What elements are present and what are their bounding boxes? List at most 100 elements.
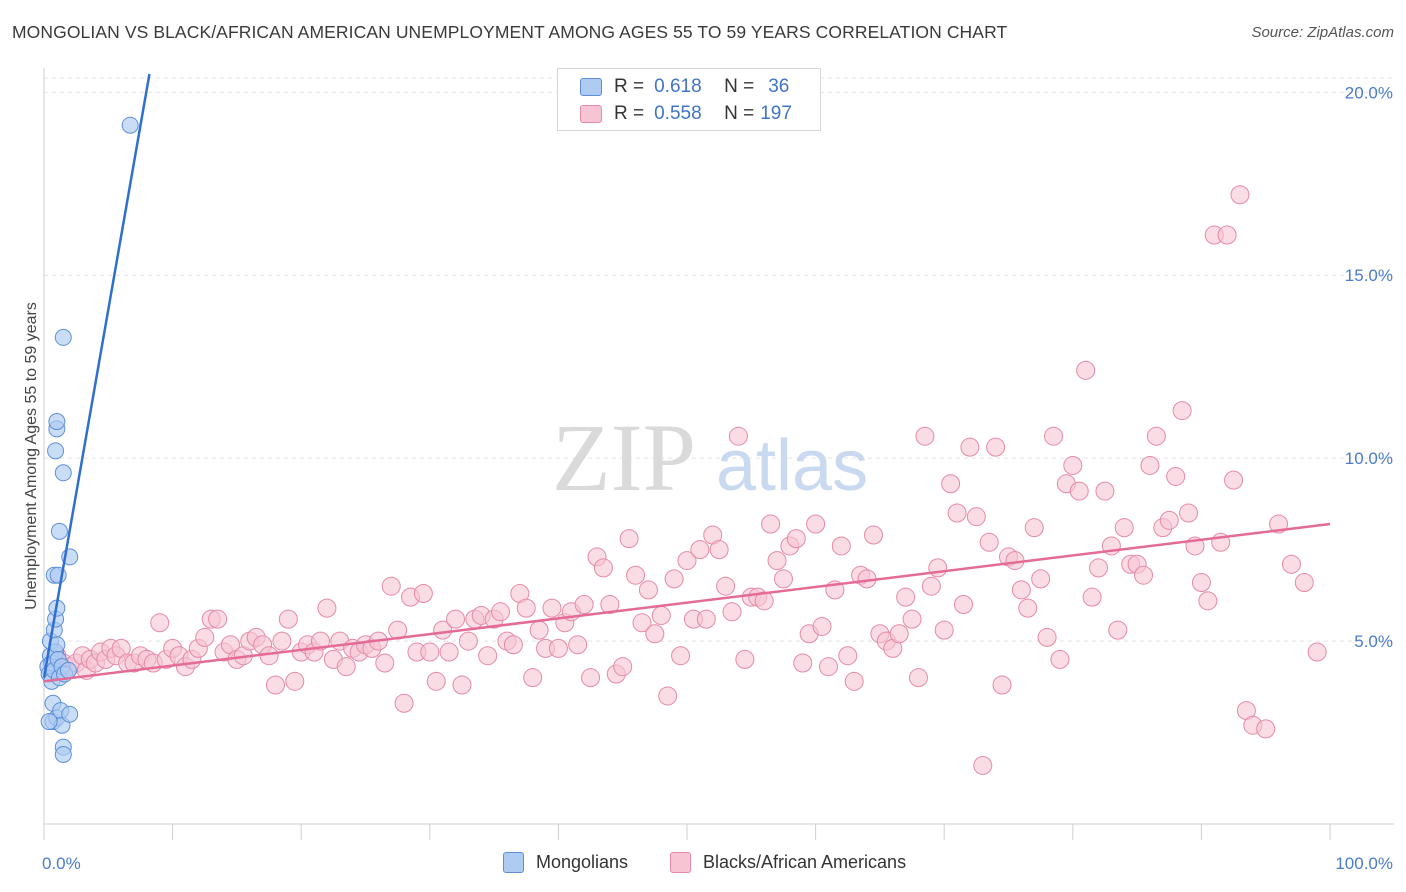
data-point-black [902, 609, 922, 629]
data-point-black [690, 540, 710, 560]
data-point-black [1089, 558, 1109, 578]
data-point-black [1294, 573, 1314, 593]
bottom-legend-mongolians: Mongolians [503, 852, 628, 873]
data-point-black [1146, 426, 1166, 446]
data-point-black [150, 613, 170, 633]
data-point-black [786, 529, 806, 549]
data-point-black [1179, 503, 1199, 523]
legend-r-value-mongolian: 0.618 [654, 76, 702, 97]
data-point-black [542, 598, 562, 618]
data-point-black [317, 598, 337, 618]
data-point-black [310, 631, 330, 651]
data-point-black [1044, 426, 1064, 446]
data-point-black [973, 755, 993, 775]
data-point-black [491, 602, 511, 622]
data-point-black [195, 627, 215, 647]
data-point-black [696, 609, 716, 629]
legend-swatch-mongolian [580, 78, 602, 96]
data-point-mongolian [54, 328, 72, 346]
data-point-black [503, 635, 523, 655]
data-point-black [651, 605, 671, 625]
data-point-black [806, 514, 826, 534]
data-point-black [947, 503, 967, 523]
data-point-black [458, 631, 478, 651]
data-point-black [934, 620, 954, 640]
data-point-black [581, 668, 601, 688]
data-point-black [1172, 401, 1192, 421]
data-point-black [761, 514, 781, 534]
data-point-black [1037, 627, 1057, 647]
data-point-black [285, 671, 305, 691]
legend-swatch-black [580, 105, 602, 123]
data-point-black [1134, 565, 1154, 585]
y-tick-labels: 5.0% 10.0% 15.0% 20.0% [1345, 83, 1393, 651]
data-point-mongolian [54, 464, 72, 482]
data-point-black [863, 525, 883, 545]
data-point-black [381, 576, 401, 596]
data-point-black [1069, 481, 1089, 501]
data-point-black [1063, 455, 1083, 475]
data-point-black [1050, 649, 1070, 669]
y-axis-label: Unemployment Among Ages 55 to 59 years [23, 302, 40, 610]
data-point-mongolian [121, 116, 139, 134]
bottom-legend-label-mongolians: Mongolians [536, 852, 629, 872]
legend-n-label: N = [724, 76, 755, 97]
legend-r-label: R = [614, 103, 645, 124]
data-point-black [812, 616, 832, 636]
series-mongolian-points [39, 116, 139, 763]
data-point-black [716, 576, 736, 596]
legend-row-mongolian: R = 0.618 N = 36 [580, 75, 789, 99]
data-point-black [1024, 518, 1044, 538]
data-point-black [1140, 455, 1160, 475]
data-point-black [838, 646, 858, 666]
data-point-black [1031, 569, 1051, 589]
data-point-black [394, 693, 414, 713]
data-point-black [433, 620, 453, 640]
y-tick-label: 20.0% [1345, 83, 1393, 102]
trend-line-mongolian [42, 73, 151, 678]
data-point-black [600, 594, 620, 614]
trend-line-black [43, 522, 1331, 683]
data-point-black [722, 602, 742, 622]
data-point-black [1198, 591, 1218, 611]
data-point-black [452, 675, 472, 695]
data-point-black [420, 642, 440, 662]
data-point-black [1217, 225, 1237, 245]
data-point-black [568, 635, 588, 655]
data-point-black [516, 598, 536, 618]
data-point-black [1076, 360, 1096, 380]
data-point-black [979, 532, 999, 552]
data-point-black [446, 609, 466, 629]
legend-r-label: R = [614, 76, 645, 97]
data-point-black [1166, 466, 1186, 486]
data-point-black [1108, 620, 1128, 640]
data-point-black [645, 624, 665, 644]
data-point-mongolian [61, 705, 79, 723]
source-label: Source: ZipAtlas.com [1251, 24, 1394, 41]
data-point-black [613, 657, 633, 677]
bottom-legend-black: Blacks/African Americans [670, 852, 906, 873]
data-point-black [1018, 598, 1038, 618]
trend-lines [42, 73, 1331, 683]
data-point-black [529, 620, 549, 640]
data-point-black [966, 507, 986, 527]
x-tick-label-min: 0.0% [42, 854, 81, 873]
data-point-black [548, 638, 568, 658]
legend-r-value-black: 0.558 [654, 103, 702, 124]
bottom-legend-swatch-black [670, 852, 691, 873]
data-point-black [1159, 510, 1179, 530]
data-point-black [426, 671, 446, 691]
bottom-legend-label-black: Blacks/African Americans [703, 852, 907, 872]
data-point-black [1256, 719, 1276, 739]
y-tick-label: 5.0% [1354, 632, 1393, 651]
data-point-mongolian [40, 713, 58, 731]
data-point-black [986, 437, 1006, 457]
data-point-mongolian [54, 745, 72, 763]
data-point-black [960, 437, 980, 457]
legend-n-label: N = [724, 103, 755, 124]
data-point-black [1095, 481, 1115, 501]
bottom-legend: Mongolians Blacks/African Americans [0, 852, 1406, 878]
data-point-black [728, 426, 748, 446]
data-point-black [619, 529, 639, 549]
